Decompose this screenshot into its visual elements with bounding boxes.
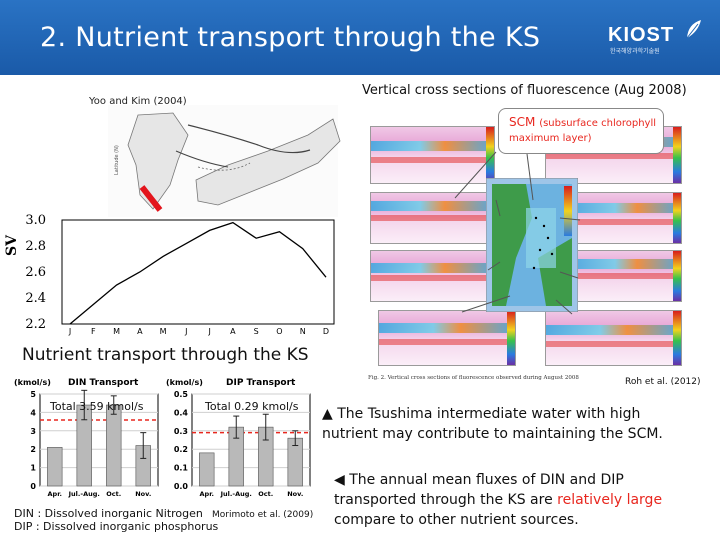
svg-text:Latitude (N): Latitude (N) [114,145,120,175]
transport-line-chart: 3.0 2.8 2.6 2.4 2.2 J F M A M J J A S O N D [25,214,335,336]
slide-title: 2. Nutrient transport through the KS [40,22,541,53]
line-xtick-label: M [113,327,120,336]
section-panel-sa [378,310,516,366]
din-definition: DIN : Dissolved inorganic Nitrogen [14,507,203,520]
dip-ytick-label: 0.1 [174,464,189,473]
scm-callout: SCM (subsurface chlorophyll maximum laye… [498,108,664,154]
figure-caption: Fig. 2. Vertical cross sections of fluor… [368,375,579,381]
din-xtick-label: Oct. [106,490,121,498]
section-panel-3c [370,126,495,184]
din-xtick-label: Apr. [48,490,62,498]
bullet-annual-flux: ◀ The annual mean fluxes of DIN and DIP … [334,472,663,528]
din-xtick-label: Jul.-Aug. [68,490,100,498]
line-xtick-label: A [137,327,143,336]
line-ytick-label: 2.4 [25,291,46,306]
triangle-up-icon: ▲ [322,406,333,422]
line-ytick-label: 3.0 [25,214,46,228]
dip-xtick-label: Nov. [287,490,303,498]
logo-leaf-icon [686,20,701,39]
line-ytick-label: 2.8 [25,239,46,254]
dip-ytick-label: 0.4 [174,408,189,417]
line-xtick-label: D [323,327,329,336]
line-xtick-label: J [184,327,187,336]
morimoto-citation: Morimoto et al. (2009) [212,510,314,520]
dip-ytick-label: 0.3 [174,427,188,436]
dip-title: DIP Transport [226,378,296,388]
din-bar [106,404,122,487]
din-ylabel: (kmol/s) [14,378,51,387]
din-ytick-label: 1 [30,464,36,473]
dip-xtick-label: Jul.-Aug. [220,490,252,498]
line-xtick-label: J [68,327,71,336]
din-title: DIN Transport [68,378,139,388]
din-ytick-label: 2 [30,445,36,454]
din-ytick-label: 3 [30,427,36,436]
nutrient-section-title: Nutrient transport through the KS [22,345,309,365]
din-ytick-label: 4 [30,408,36,417]
dip-ylabel: (kmol/s) [166,378,203,387]
dip-ytick-label: 0.2 [174,445,188,454]
slide-header: 2. Nutrient transport through the KS KIO… [0,0,720,75]
line-xtick-label: F [91,327,96,336]
dip-bar [199,452,215,487]
station-map [486,178,578,312]
scm-callout-line2: maximum layer) [509,133,592,144]
dip-definition: DIP : Dissolved inorganic phosphorus [14,520,219,533]
logo-text: KIOST [608,24,675,46]
dip-ytick-label: 0.0 [174,482,189,491]
din-ytick-label: 5 [30,390,36,399]
korea-strait-map: Latitude (N) [78,105,368,217]
logo-subtitle: 한국해양과학기술원 [610,48,660,55]
section-panel-fp [545,310,682,366]
dip-xtick-label: Oct. [258,490,273,498]
bullet-tsushima: ▲ The Tsushima intermediate water with h… [322,406,663,442]
line-xtick-label: J [207,327,210,336]
line-xtick-label: N [300,327,306,336]
din-total-label: Total 3.59 kmol/s [50,400,144,413]
dip-total-label: Total 0.29 kmol/s [205,400,299,413]
line-xtick-label: A [230,327,236,336]
din-bar-chart: 5 4 3 2 1 0 Apr. Jul.-Aug. Oct. Nov. [30,389,159,498]
line-ytick-label: 2.6 [25,265,46,280]
section-panel-ka [570,192,682,244]
line-xtick-label: S [254,327,259,336]
scm-callout-line1: SCM (subsurface chlorophyll [509,115,657,129]
line-xtick-label: M [160,327,167,336]
roh-citation: Roh et al. (2012) [625,377,701,387]
din-bar [47,447,63,487]
triangle-left-icon: ◀ [334,472,345,488]
transport-series-line [69,221,327,325]
dip-bar-chart: 0.5 0.4 0.3 0.2 0.1 0.0 Apr. Jul.-Aug. Oct. Nov. [174,390,311,498]
din-xtick-label: Nov. [135,490,151,498]
fluorescence-title: Vertical cross sections of fluorescence … [362,83,687,98]
dip-ytick-label: 0.5 [174,390,189,399]
line-ytick-label: 2.2 [25,317,46,332]
kiost-logo: KIOST 한국해양과학기술원 [604,18,712,58]
line-xtick-label: O [276,327,282,336]
map-citation: Yoo and Kim (2004) [89,96,187,107]
dip-xtick-label: Apr. [200,490,214,498]
din-ytick-label: 0 [30,482,36,491]
